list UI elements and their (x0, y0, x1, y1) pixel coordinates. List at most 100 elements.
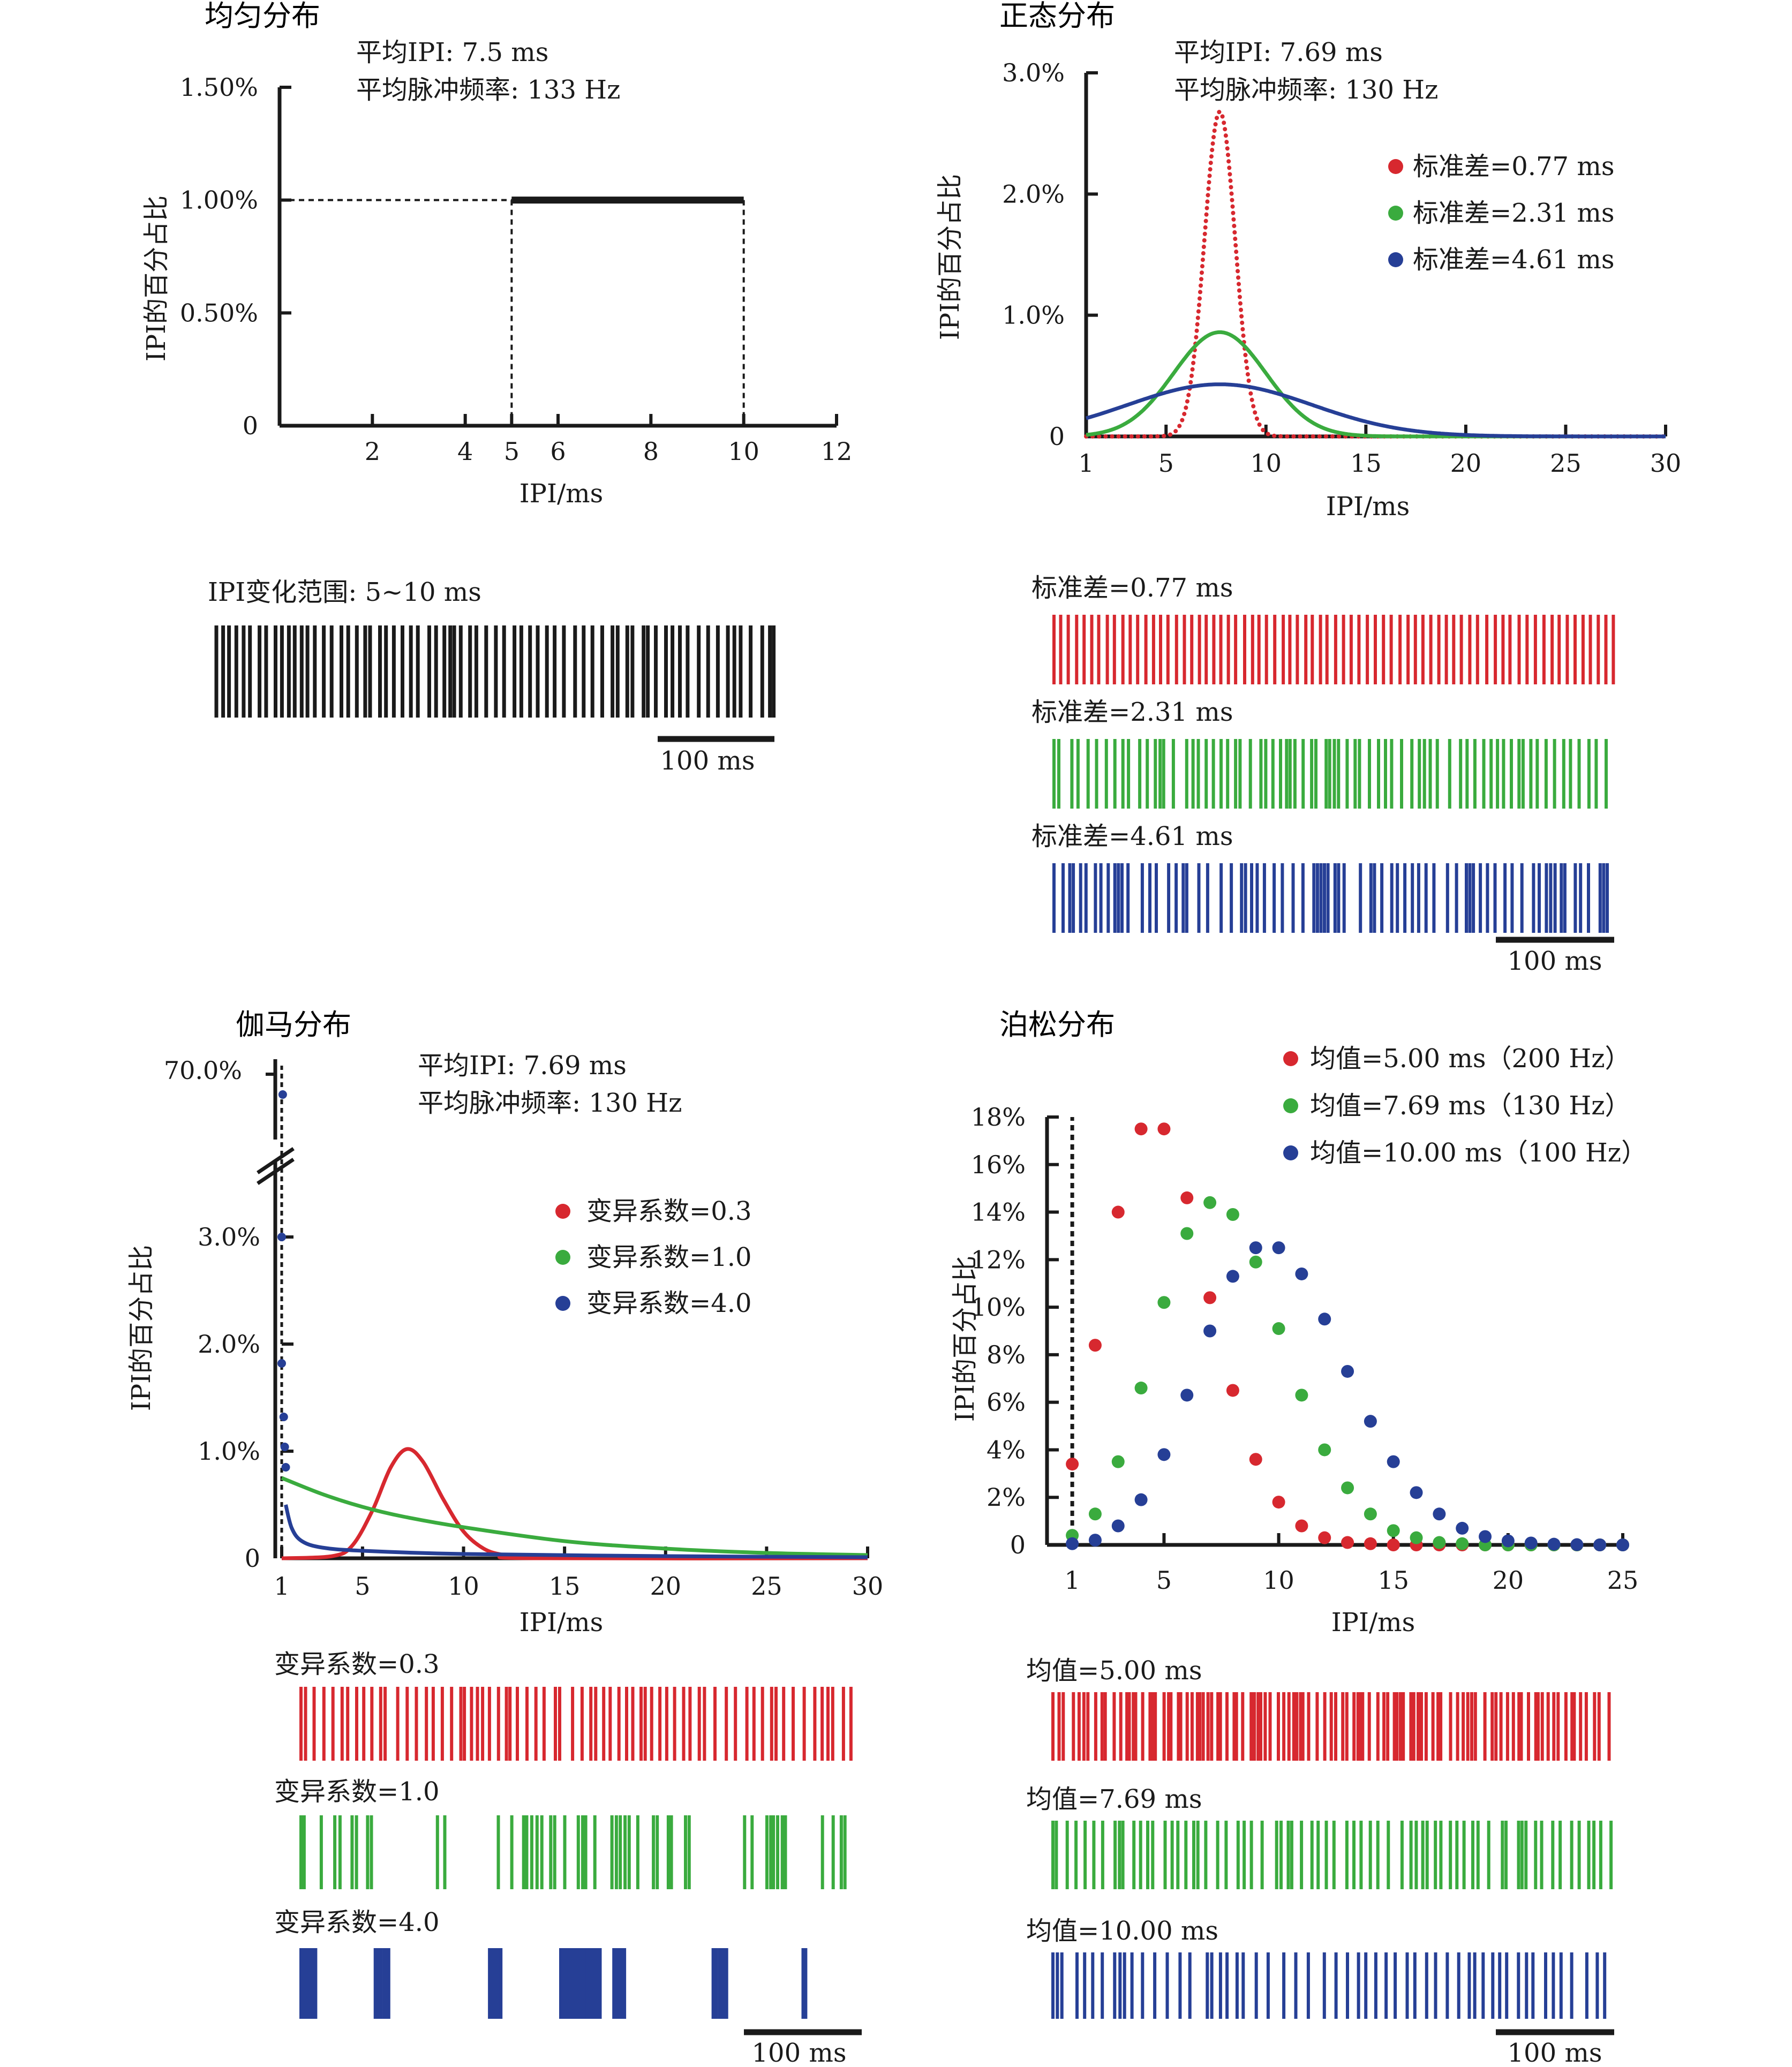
normal-legend: 标准差=0.77 ms 标准差=2.31 ms 标准差=4.61 ms (1388, 152, 1615, 275)
poisson-point-red (1157, 1122, 1171, 1136)
x-tick-label: 10 (1263, 1566, 1294, 1595)
poisson-train-label-3: 均值=10.00 ms (1026, 1916, 1218, 1946)
gamma-legend-2: 变异系数=1.0 (586, 1242, 752, 1272)
spike-train-poisson-mean-7.69 (1051, 1821, 1613, 1889)
gamma-title: 伽马分布 (236, 1008, 351, 1042)
normal-train-label-1: 标准差=0.77 ms (1031, 573, 1233, 603)
poisson-point-red (1066, 1458, 1079, 1471)
x-tick-label: 6 (550, 437, 566, 466)
poisson-point-blue (1111, 1519, 1125, 1533)
spike-train-poisson-mean-10.00 (1051, 1952, 1607, 2019)
poisson-point-green (1295, 1389, 1308, 1402)
spike-train-uniform (214, 625, 776, 718)
axis-break-mark-1 (257, 1147, 295, 1174)
poisson-point-green (1180, 1227, 1194, 1240)
poisson-point-blue (1295, 1267, 1308, 1280)
poisson-point-blue (1479, 1530, 1492, 1543)
uniform-xlabel: IPI/ms (519, 479, 604, 509)
poisson-point-green (1318, 1443, 1331, 1457)
poisson-point-red (1134, 1122, 1148, 1136)
poisson-point-green (1456, 1537, 1469, 1550)
spike-train-normal-sd-0.77 (1052, 615, 1615, 684)
normal-legend-3: 标准差=4.61 ms (1413, 245, 1615, 275)
poisson-point-green (1410, 1531, 1423, 1544)
uniform-axes: 2 4 5 6 8 10 12 0 0.50% 1.00% 1.50% (180, 73, 852, 466)
normal-legend-2: 标准差=2.31 ms (1413, 198, 1615, 228)
y-tick-label: 12% (971, 1245, 1026, 1274)
spike-train-gamma-cv-4.0 (299, 1948, 808, 2019)
gamma-train-label-1: 变异系数=0.3 (274, 1649, 440, 1679)
x-tick-label: 15 (1350, 449, 1382, 478)
poisson-point-blue (1226, 1270, 1239, 1283)
y-tick-label: 1.0% (1002, 301, 1065, 330)
gamma-ytick-70: 70.0% (164, 1056, 242, 1085)
poisson-point-blue (1410, 1486, 1423, 1499)
x-tick-label: 5 (504, 437, 519, 466)
x-tick-label: 2 (365, 437, 380, 466)
spike-train-gamma-cv-0.3 (299, 1687, 853, 1761)
normal-scalebar-label: 100 ms (1507, 946, 1602, 976)
poisson-legend-1: 均值=5.00 ms（200 Hz） (1310, 1044, 1631, 1074)
gamma-legend-1: 变异系数=0.3 (586, 1196, 752, 1226)
x-tick-label: 5 (1158, 449, 1174, 478)
poisson-point-blue (1616, 1538, 1629, 1551)
x-tick-label: 1 (274, 1572, 289, 1601)
poisson-point-green (1249, 1255, 1262, 1269)
gamma-info-freq: 平均脉冲频率: 130 Hz (418, 1088, 682, 1118)
poisson-point-red (1318, 1531, 1331, 1544)
curve-red (281, 1447, 868, 1560)
y-tick-label: 18% (971, 1103, 1026, 1131)
poisson-point-green (1433, 1536, 1446, 1549)
legend-marker-blue (1283, 1145, 1298, 1160)
poisson-point-green (1226, 1208, 1239, 1221)
poisson-point-blue (1593, 1538, 1607, 1551)
poisson-legend-3: 均值=10.00 ms（100 Hz） (1310, 1138, 1647, 1168)
normal-info-mean-ipi: 平均IPI: 7.69 ms (1174, 37, 1383, 67)
normal-train-label-3: 标准差=4.61 ms (1031, 821, 1233, 851)
x-tick-label: 4 (457, 437, 473, 466)
poisson-point-blue (1570, 1538, 1584, 1551)
poisson-point-red (1226, 1384, 1239, 1397)
legend-marker-red (1283, 1051, 1298, 1066)
poisson-point-red (1295, 1519, 1308, 1533)
panel-normal: 正态分布 平均IPI: 7.69 ms 平均脉冲频率: 130 Hz IPI的百… (935, 0, 1681, 976)
poisson-point-red (1088, 1339, 1102, 1352)
curve-blue (284, 1504, 868, 1559)
poisson-point-green (1088, 1507, 1102, 1521)
gamma-cv4-dot (281, 1463, 290, 1472)
y-tick-label: 1.50% (180, 73, 258, 102)
gamma-legend: 变异系数=0.3 变异系数=1.0 变异系数=4.0 (555, 1196, 752, 1318)
poisson-point-green (1203, 1196, 1217, 1209)
x-tick-label: 1 (1064, 1566, 1080, 1595)
y-tick-label: 10% (971, 1293, 1026, 1322)
gamma-info-mean-ipi: 平均IPI: 7.69 ms (418, 1051, 627, 1081)
poisson-point-green (1111, 1455, 1125, 1468)
gamma-cv4-dot (277, 1233, 286, 1241)
x-tick-label: 1 (1078, 449, 1094, 478)
poisson-point-blue (1134, 1493, 1148, 1506)
spike-train-normal-sd-4.61 (1052, 863, 1609, 933)
gamma-ylabel: IPI的百分占比 (126, 1245, 156, 1411)
y-tick-label: 16% (971, 1150, 1026, 1179)
spike-train-gamma-cv-1.0 (299, 1815, 847, 1889)
x-tick-label: 12 (821, 437, 853, 466)
y-tick-label: 6% (987, 1388, 1026, 1417)
gamma-cv4-dot (280, 1443, 289, 1451)
legend-marker-green (555, 1250, 570, 1265)
poisson-point-blue (1203, 1324, 1217, 1338)
poisson-point-blue (1387, 1455, 1400, 1468)
poisson-point-red (1341, 1536, 1354, 1549)
y-tick-label: 14% (971, 1198, 1026, 1227)
x-tick-label: 5 (1156, 1566, 1172, 1595)
uniform-plot (280, 197, 745, 426)
poisson-point-blue (1547, 1537, 1561, 1551)
x-tick-label: 10 (728, 437, 759, 466)
y-tick-label: 0 (245, 1544, 260, 1573)
poisson-point-blue (1066, 1537, 1079, 1550)
poisson-point-blue (1341, 1364, 1354, 1378)
poisson-scalebar-label: 100 ms (1507, 2038, 1602, 2067)
curve-green (1086, 330, 1666, 439)
